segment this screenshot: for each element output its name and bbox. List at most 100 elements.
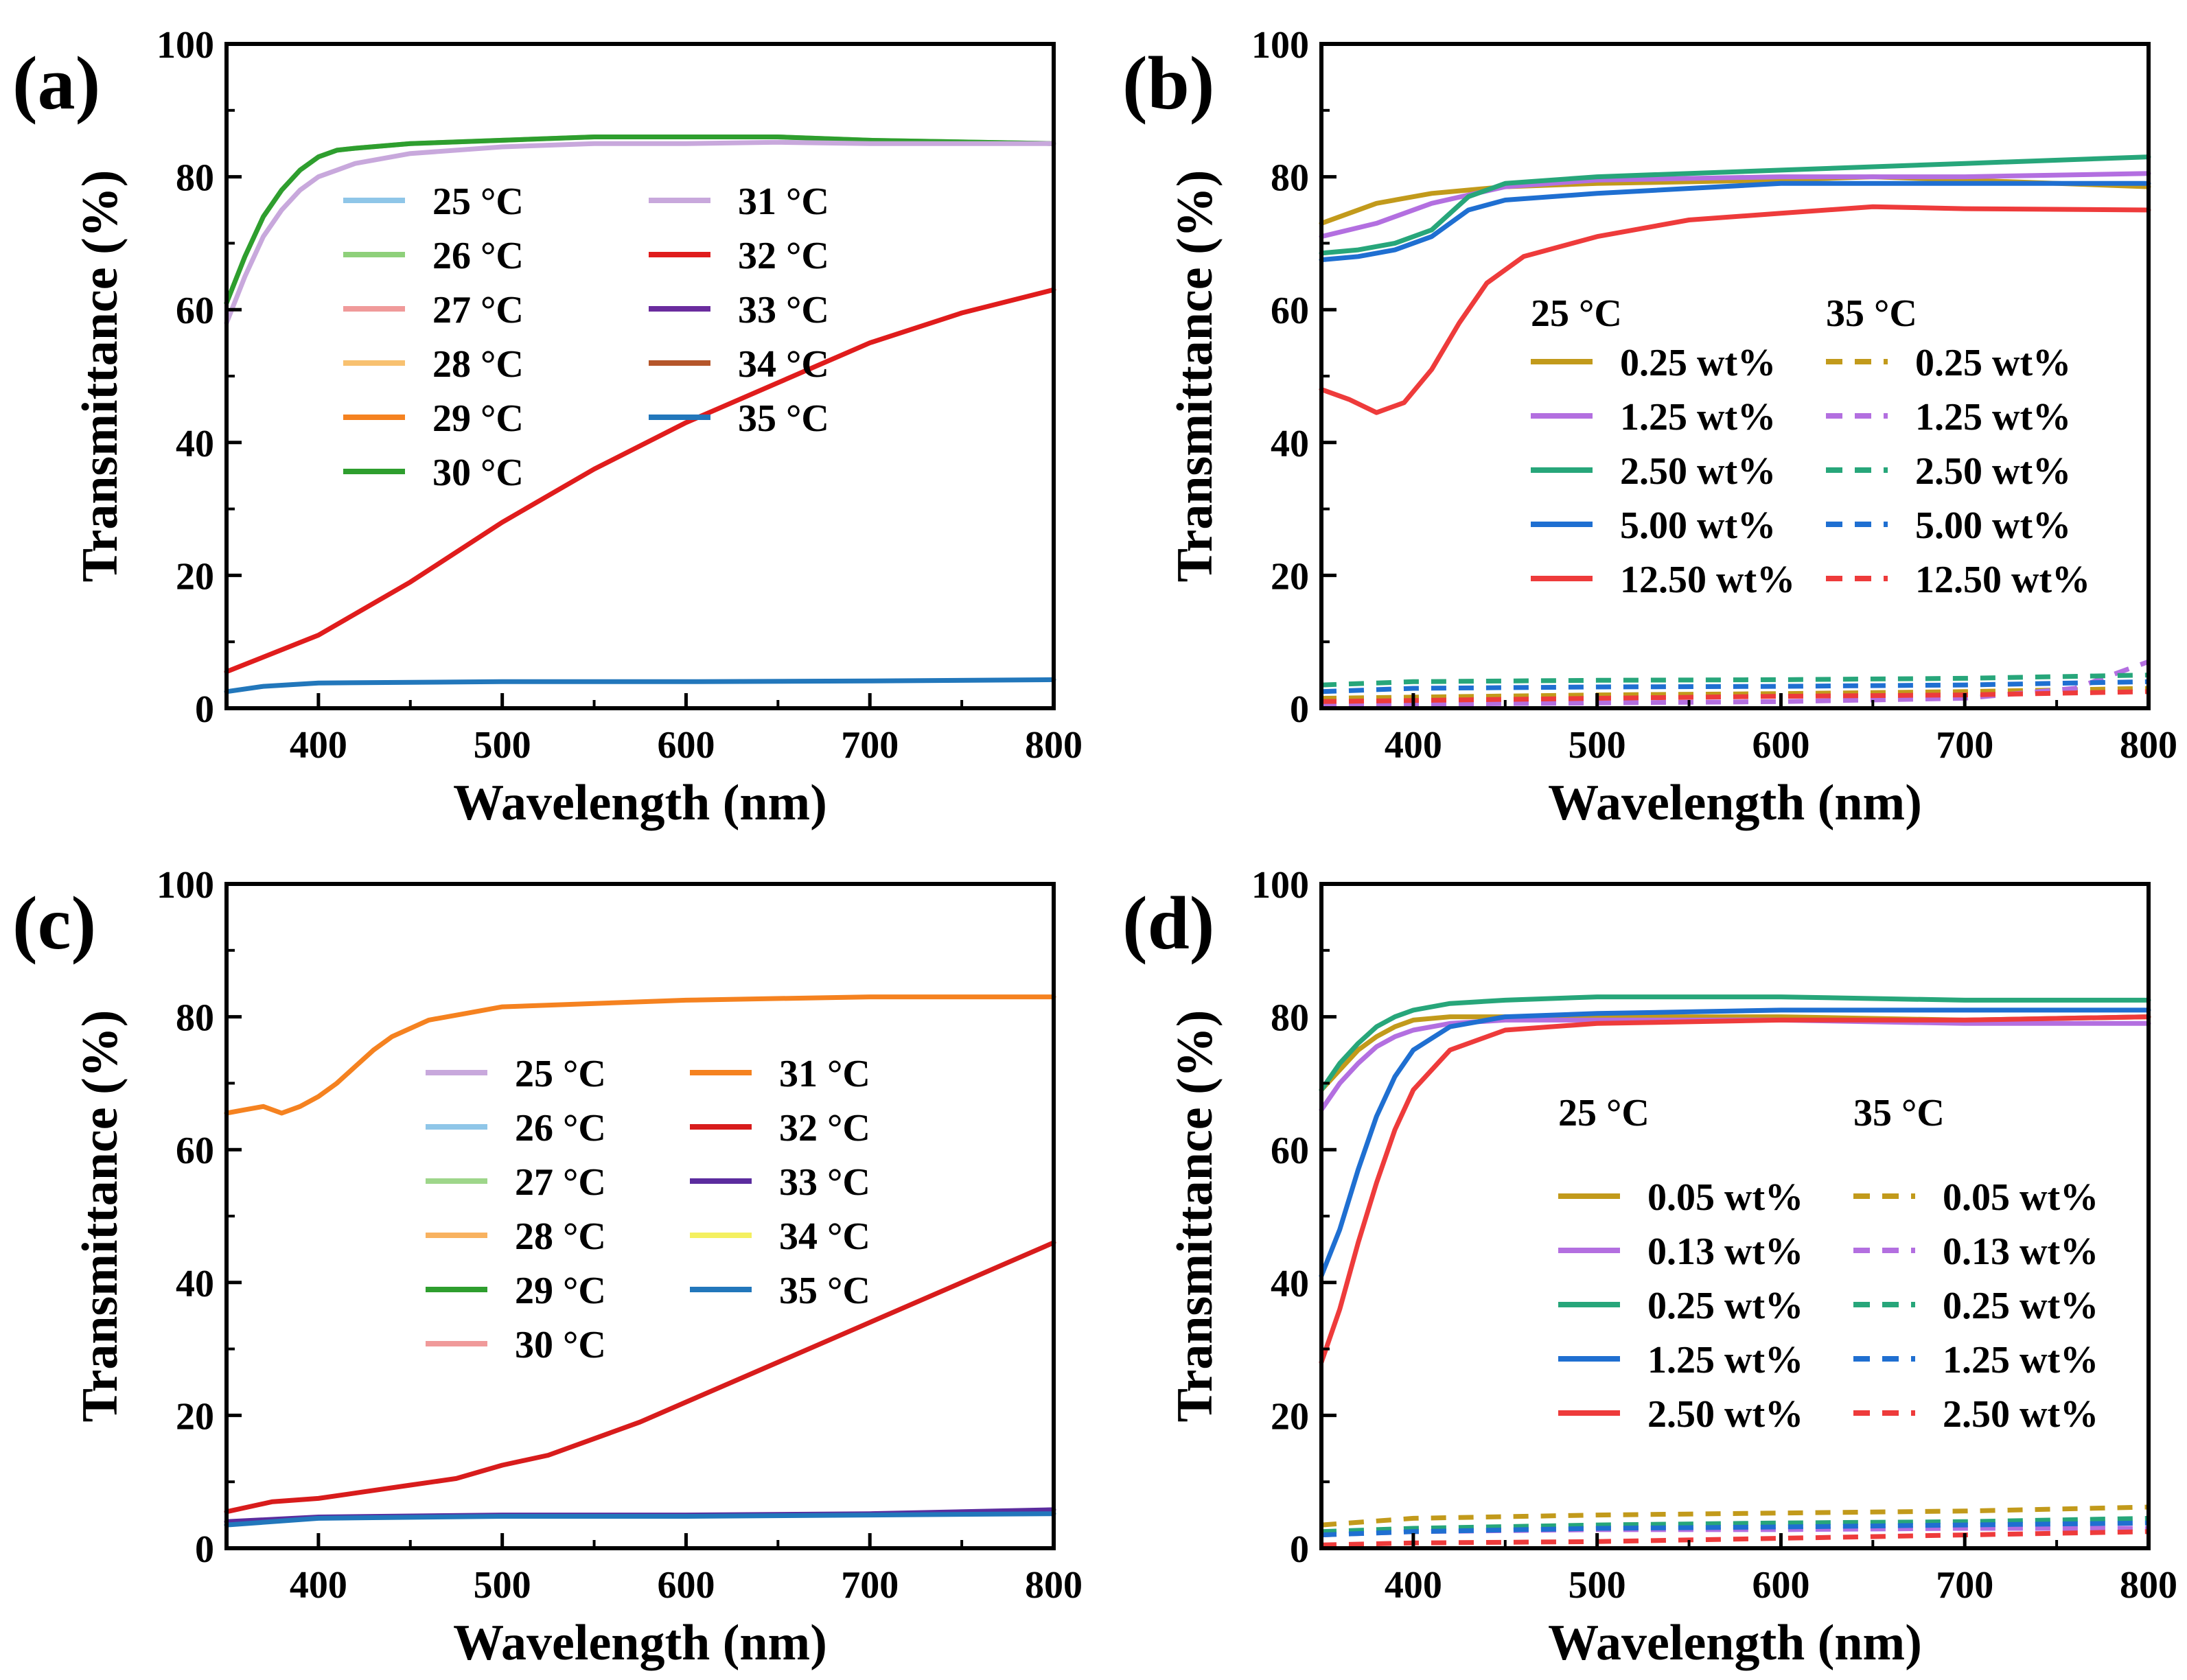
y-tick-label: 40 bbox=[176, 423, 214, 465]
y-tick-label: 20 bbox=[176, 555, 214, 598]
y-tick-label: 0 bbox=[1290, 688, 1309, 731]
series-line-7 bbox=[1321, 1515, 2149, 1535]
legend-label: 25 °C bbox=[432, 180, 524, 223]
legend-label: 35 °C bbox=[738, 397, 829, 440]
legend-label: 1.25 wt% bbox=[1620, 396, 1776, 439]
legend-label: 32 °C bbox=[738, 235, 829, 277]
legend-label: 12.50 wt% bbox=[1620, 559, 1795, 601]
panel-a: 400 500 600 700 800 0 20 40 60 80 100 Wavelength (n… bbox=[12, 24, 1083, 831]
series-line-1 bbox=[1319, 1017, 2151, 1112]
legend-label: 33 °C bbox=[779, 1161, 870, 1204]
legend-label: 30 °C bbox=[515, 1324, 606, 1366]
series-line-1 bbox=[1319, 171, 2151, 240]
y-axis-label: Transmittance (%) bbox=[72, 170, 128, 583]
series-line-4 bbox=[1319, 204, 2151, 415]
x-tick-label: 700 bbox=[841, 1564, 899, 1607]
x-tick-label: 500 bbox=[1569, 724, 1626, 767]
y-tick-label: 0 bbox=[195, 1528, 214, 1571]
legend-label: 5.00 wt% bbox=[1915, 504, 2071, 547]
x-axis-label: Wavelength (nm) bbox=[453, 1615, 827, 1671]
series-line-4 bbox=[1319, 1014, 2151, 1365]
panel-label: (b) bbox=[1122, 41, 1214, 125]
x-tick-label: 700 bbox=[1936, 724, 1993, 767]
x-tick-label: 400 bbox=[290, 724, 347, 767]
y-tick-label: 80 bbox=[176, 157, 214, 200]
panel-label: (a) bbox=[12, 41, 100, 125]
series-line-3 bbox=[1319, 1007, 2151, 1279]
y-tick-label: 80 bbox=[1271, 997, 1309, 1040]
legend-label: 33 °C bbox=[738, 289, 829, 331]
series-line-0 bbox=[1319, 1014, 2151, 1093]
legend: 25 °C 35 °C 0.05 wt% 0.13 wt% 0.25 wt% 1.25 w… bbox=[1558, 1092, 2098, 1436]
series-line-7 bbox=[224, 287, 1056, 675]
panel-label: (c) bbox=[12, 881, 96, 965]
legend-label: 35 °C bbox=[779, 1270, 870, 1312]
legend-label: 30 °C bbox=[432, 452, 524, 494]
legend-group-header: 25 °C bbox=[1531, 292, 1622, 335]
series-line-5 bbox=[1321, 1504, 2149, 1528]
x-tick-label: 600 bbox=[657, 724, 715, 767]
plot-frame bbox=[224, 882, 1056, 1550]
legend-label: 0.25 wt% bbox=[1647, 1285, 1803, 1327]
y-tick-label: 20 bbox=[176, 1395, 214, 1438]
y-tick-label: 60 bbox=[1271, 290, 1309, 332]
series-line-6 bbox=[224, 994, 1056, 1116]
legend-label: 28 °C bbox=[515, 1215, 606, 1258]
y-axis-label: Transmittance (%) bbox=[1167, 1010, 1223, 1423]
legend-label: 12.50 wt% bbox=[1915, 559, 2090, 601]
series-line-8 bbox=[1321, 679, 2149, 695]
legend-label: 0.05 wt% bbox=[1943, 1176, 2098, 1219]
y-tick-label: 0 bbox=[1290, 1528, 1309, 1571]
series-line-2 bbox=[1319, 154, 2151, 256]
panel-d: 400 500 600 700 800 0 20 40 60 80 100 Wavelength (n… bbox=[1122, 864, 2177, 1671]
y-tick-label: 60 bbox=[176, 1130, 214, 1172]
x-tick-label: 600 bbox=[1752, 724, 1809, 767]
legend-group-header: 35 °C bbox=[1853, 1092, 1945, 1134]
x-tick-label: 800 bbox=[2120, 1564, 2177, 1607]
series-line-6 bbox=[1321, 659, 2150, 708]
legend-label: 2.50 wt% bbox=[1943, 1393, 2098, 1436]
x-tick-label: 600 bbox=[657, 1564, 715, 1607]
legend-label: 29 °C bbox=[515, 1270, 606, 1312]
y-axis-label: Transmittance (%) bbox=[1167, 170, 1223, 583]
y-tick-label: 20 bbox=[1271, 1395, 1309, 1438]
x-tick-label: 800 bbox=[1025, 724, 1083, 767]
legend-label: 5.00 wt% bbox=[1620, 504, 1776, 547]
series-line-5 bbox=[224, 135, 1056, 305]
y-tick-label: 80 bbox=[176, 997, 214, 1040]
series-line-2 bbox=[1319, 994, 2151, 1093]
y-tick-label: 20 bbox=[1271, 555, 1309, 598]
x-tick-label: 700 bbox=[1936, 1564, 1993, 1607]
series-line-3 bbox=[1319, 180, 2151, 263]
legend-label: 2.50 wt% bbox=[1915, 450, 2071, 493]
legend-label: 0.13 wt% bbox=[1647, 1230, 1803, 1273]
series-line-10 bbox=[224, 1511, 1056, 1528]
legend-label: 27 °C bbox=[515, 1161, 606, 1204]
legend-label: 0.05 wt% bbox=[1647, 1176, 1803, 1219]
x-tick-label: 500 bbox=[1569, 1564, 1626, 1607]
x-tick-label: 800 bbox=[1025, 1564, 1083, 1607]
series-line-9 bbox=[1321, 1529, 2149, 1548]
legend-label: 26 °C bbox=[515, 1107, 606, 1150]
legend-label: 1.25 wt% bbox=[1943, 1339, 2098, 1381]
x-axis-label: Wavelength (nm) bbox=[1548, 775, 1922, 831]
y-tick-label: 40 bbox=[1271, 423, 1309, 465]
y-tick-label: 100 bbox=[157, 24, 214, 67]
x-axis-label: Wavelength (nm) bbox=[453, 775, 827, 831]
series-line-7 bbox=[1321, 673, 2149, 688]
legend-label: 0.13 wt% bbox=[1943, 1230, 2098, 1273]
x-tick-label: 600 bbox=[1752, 1564, 1809, 1607]
x-tick-label: 800 bbox=[2120, 724, 2177, 767]
x-tick-label: 400 bbox=[290, 1564, 347, 1607]
legend-group-header: 35 °C bbox=[1826, 292, 1917, 335]
legend-label: 32 °C bbox=[779, 1107, 870, 1150]
y-axis-label: Transmittance (%) bbox=[72, 1010, 128, 1423]
y-tick-label: 80 bbox=[1271, 157, 1309, 200]
x-tick-label: 500 bbox=[474, 724, 531, 767]
y-tick-label: 60 bbox=[176, 290, 214, 332]
legend-label: 26 °C bbox=[432, 235, 524, 277]
series-line-6 bbox=[224, 139, 1056, 326]
legend-label: 0.25 wt% bbox=[1620, 342, 1776, 384]
y-tick-label: 40 bbox=[176, 1263, 214, 1305]
